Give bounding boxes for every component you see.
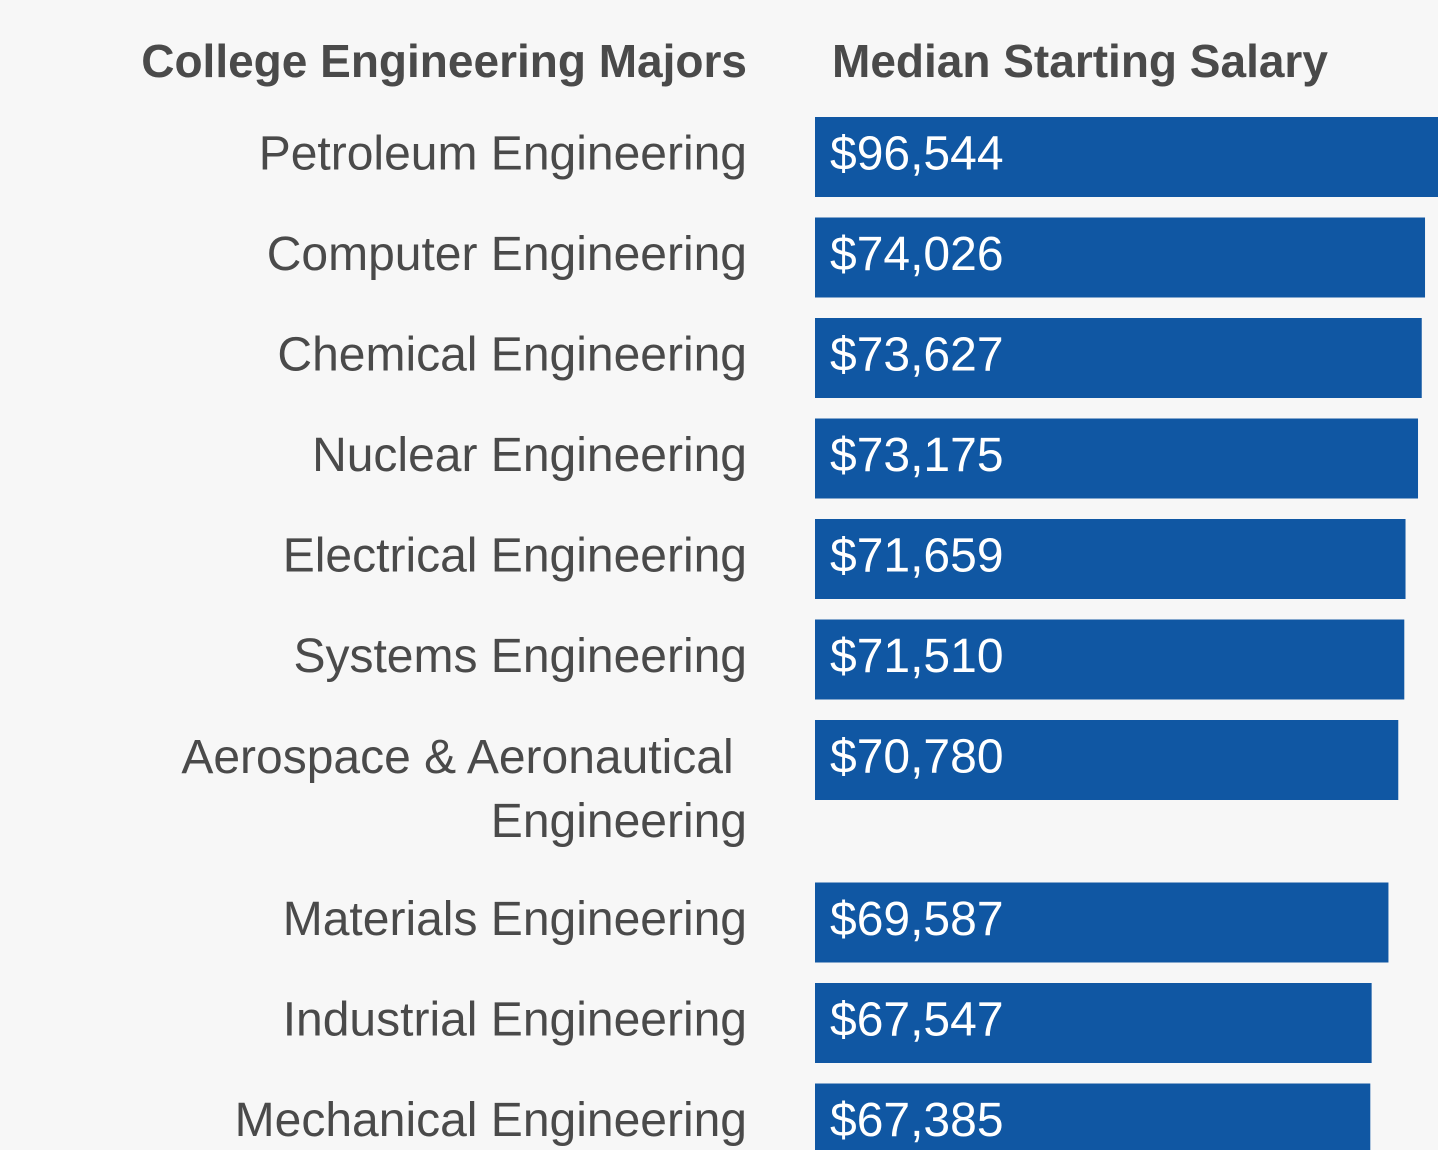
- value-label: $73,627: [830, 329, 1004, 382]
- category-label: Electrical Engineering: [283, 530, 747, 583]
- value-header: Median Starting Salary: [832, 35, 1328, 87]
- category-label-line: Engineering: [491, 795, 747, 848]
- value-label: $73,175: [830, 429, 1004, 482]
- bar: [815, 418, 1419, 499]
- value-label: $70,780: [830, 731, 1004, 784]
- bar: [815, 882, 1389, 963]
- value-label: $67,547: [830, 994, 1004, 1047]
- category-label: Aerospace & Aeronautical Engineering: [181, 731, 747, 848]
- category-label: Nuclear Engineering: [312, 429, 747, 482]
- category-label: Computer Engineering: [267, 228, 747, 281]
- category-label-line: Aerospace & Aeronautical: [181, 731, 747, 784]
- bar: [815, 217, 1426, 298]
- bar: [815, 117, 1438, 197]
- bar: [815, 983, 1372, 1063]
- bar: [815, 720, 1399, 800]
- bar: [815, 519, 1406, 599]
- value-label: $69,587: [830, 893, 1004, 946]
- value-label: $96,544: [830, 128, 1004, 181]
- bar: [815, 1083, 1371, 1150]
- category-header: College Engineering Majors: [141, 35, 747, 87]
- category-label: Industrial Engineering: [283, 994, 747, 1047]
- value-label: $74,026: [830, 228, 1004, 281]
- value-label: $67,385: [830, 1094, 1004, 1147]
- value-label: $71,659: [830, 530, 1004, 583]
- bar: [815, 318, 1422, 398]
- category-label: Materials Engineering: [283, 893, 747, 946]
- category-label: Petroleum Engineering: [259, 128, 747, 181]
- category-label: Chemical Engineering: [277, 329, 747, 382]
- value-label: $71,510: [830, 630, 1004, 683]
- category-label: Systems Engineering: [293, 630, 747, 683]
- bar: [815, 619, 1405, 700]
- category-label: Mechanical Engineering: [235, 1094, 747, 1147]
